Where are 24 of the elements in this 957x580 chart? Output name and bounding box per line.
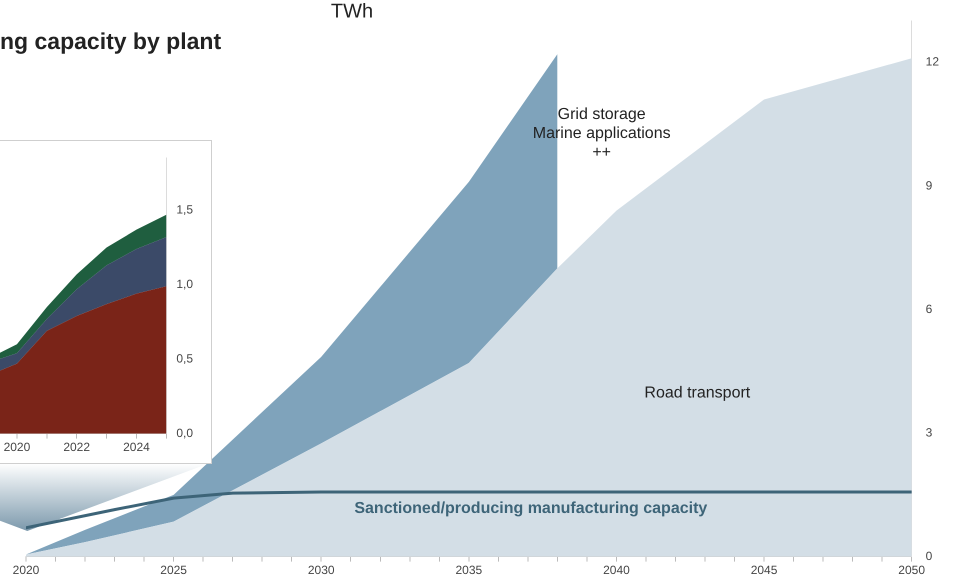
x-tick-label: 2045 xyxy=(750,563,778,578)
y-tick-label: 9 xyxy=(926,178,933,192)
x-tick-label: 2050 xyxy=(898,563,926,578)
chart-title: ng capacity by plant xyxy=(0,28,222,55)
series-label: Sanctioned/producing manufacturing capacity xyxy=(354,500,708,517)
x-tick-label: 2022 xyxy=(63,440,90,454)
x-tick-label: 2024 xyxy=(123,440,150,454)
y-tick-label: 6 xyxy=(926,302,933,316)
x-tick-label: 2040 xyxy=(603,563,630,578)
series-label: Road transport xyxy=(644,384,751,402)
y-tick-label: 0,0 xyxy=(176,426,194,440)
x-tick-label: 2020 xyxy=(12,563,40,578)
y-tick-label: 0 xyxy=(926,548,933,563)
y-tick-label: 0,5 xyxy=(176,351,194,366)
series-label: Grid storage Marine applications ++ xyxy=(532,106,671,162)
y-tick-label: 12 xyxy=(926,54,940,69)
x-tick-label: 2035 xyxy=(455,563,482,578)
y-tick-label: 1,5 xyxy=(176,202,194,217)
y-tick-label: 3 xyxy=(926,425,933,440)
y-axis-title: TWh xyxy=(330,0,374,23)
y-tick-label: 1,0 xyxy=(176,277,194,292)
x-tick-label: 2030 xyxy=(308,563,335,578)
x-tick-label: 2025 xyxy=(160,563,188,578)
x-tick-label: 2020 xyxy=(4,440,31,454)
